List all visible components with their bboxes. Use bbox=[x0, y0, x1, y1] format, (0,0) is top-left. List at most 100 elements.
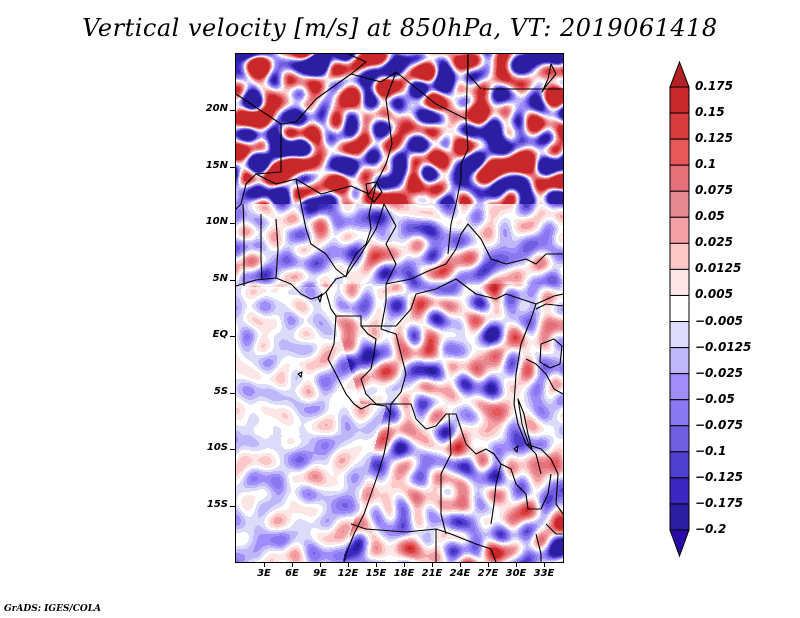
country-borders bbox=[236, 54, 563, 562]
x-tick-label: 24E bbox=[449, 568, 471, 579]
colorbar-over-arrow bbox=[669, 60, 690, 88]
x-tick bbox=[516, 562, 517, 567]
colorbar-swatch bbox=[669, 138, 690, 166]
border-line bbox=[260, 214, 263, 281]
y-tick bbox=[230, 393, 236, 394]
border-line bbox=[236, 124, 282, 210]
y-tick-label: 15S bbox=[206, 499, 228, 510]
border-line bbox=[380, 225, 397, 330]
x-tick bbox=[460, 562, 461, 567]
border-line bbox=[391, 403, 502, 465]
border-line bbox=[385, 223, 563, 285]
colorbar-swatch bbox=[669, 268, 690, 296]
y-tick bbox=[230, 223, 236, 224]
colorbar-level-label: 0.1 bbox=[695, 157, 717, 172]
border-line bbox=[525, 443, 563, 515]
x-tick bbox=[432, 562, 433, 567]
island-outline bbox=[297, 371, 303, 378]
colorbar-level-label: −0.005 bbox=[695, 313, 744, 328]
border-line bbox=[343, 403, 392, 562]
border-line bbox=[327, 315, 362, 410]
border-line bbox=[380, 328, 407, 393]
colorbar-swatch bbox=[669, 347, 690, 375]
lake-outline bbox=[539, 338, 563, 369]
x-tick bbox=[292, 562, 293, 567]
colorbar-swatch bbox=[669, 425, 690, 453]
island-outline bbox=[317, 293, 323, 303]
border-line bbox=[325, 203, 397, 293]
border-line bbox=[360, 325, 402, 405]
x-tick-label: 27E bbox=[477, 568, 499, 579]
x-tick-label: 18E bbox=[393, 568, 415, 579]
y-tick bbox=[230, 506, 236, 507]
colorbar-level-label: 0.005 bbox=[695, 287, 733, 302]
border-line bbox=[242, 203, 245, 286]
chart-title: Vertical velocity [m/s] at 850hPa, VT: 2… bbox=[82, 14, 718, 42]
colorbar-swatch bbox=[669, 451, 690, 479]
x-tick-label: 30E bbox=[505, 568, 527, 579]
colorbar-swatch bbox=[669, 164, 690, 192]
colorbar-level-label: −0.0125 bbox=[695, 339, 752, 354]
border-line bbox=[440, 413, 452, 535]
colorbar-level-label: 0.0125 bbox=[695, 261, 742, 276]
y-tick bbox=[230, 280, 236, 281]
colorbar-swatch bbox=[669, 503, 690, 531]
y-tick bbox=[230, 449, 236, 450]
colorbar bbox=[669, 60, 690, 558]
colorbar-swatch bbox=[669, 86, 690, 114]
grads-credit: GrADS: IGES/COLA bbox=[4, 604, 102, 614]
colorbar-swatch bbox=[669, 242, 690, 270]
border-line bbox=[345, 213, 372, 278]
colorbar-level-label: −0.2 bbox=[695, 522, 727, 536]
border-line bbox=[360, 403, 392, 415]
border-line bbox=[535, 303, 563, 310]
x-tick bbox=[376, 562, 377, 567]
colorbar-level-label: 0.15 bbox=[695, 105, 725, 120]
y-tick bbox=[230, 167, 236, 168]
x-tick-label: 6E bbox=[285, 568, 299, 579]
colorbar-level-label: 0.175 bbox=[695, 79, 733, 93]
plot-frame bbox=[235, 53, 564, 563]
border-line bbox=[447, 118, 469, 255]
colorbar-level-label: −0.125 bbox=[695, 469, 744, 484]
lake-outline bbox=[541, 63, 557, 93]
y-tick-label: 15N bbox=[205, 160, 228, 171]
border-line bbox=[295, 178, 347, 278]
colorbar-swatch bbox=[669, 477, 690, 505]
border-line bbox=[275, 218, 279, 279]
border-line bbox=[395, 278, 563, 327]
y-tick-label: 5N bbox=[212, 273, 228, 284]
y-tick-label: 20N bbox=[205, 103, 228, 114]
x-tick bbox=[320, 562, 321, 567]
x-tick-label: 3E bbox=[257, 568, 271, 579]
y-tick-label: 10S bbox=[206, 442, 228, 453]
colorbar-level-label: 0.075 bbox=[695, 183, 733, 198]
border-line bbox=[368, 71, 397, 215]
lake-outline bbox=[517, 398, 533, 450]
colorbar-level-label: −0.05 bbox=[695, 391, 735, 406]
border-line bbox=[325, 291, 396, 327]
colorbar-level-label: −0.025 bbox=[695, 365, 744, 380]
x-tick-label: 33E bbox=[533, 568, 555, 579]
x-tick bbox=[404, 562, 405, 567]
x-tick-label: 21E bbox=[421, 568, 443, 579]
colorbar-under-arrow bbox=[669, 529, 690, 558]
border-line bbox=[535, 533, 542, 562]
y-tick-label: 5S bbox=[213, 386, 228, 397]
lake-outline bbox=[365, 181, 383, 203]
border-line bbox=[490, 463, 502, 525]
island-outline bbox=[513, 445, 519, 453]
colorbar-level-label: 0.025 bbox=[695, 235, 733, 250]
y-tick bbox=[230, 110, 236, 111]
y-tick-label: 10N bbox=[205, 216, 228, 227]
x-tick bbox=[348, 562, 349, 567]
x-tick-label: 15E bbox=[365, 568, 387, 579]
x-tick bbox=[488, 562, 489, 567]
x-tick-label: 9E bbox=[313, 568, 327, 579]
border-line bbox=[545, 523, 563, 535]
x-tick bbox=[544, 562, 545, 567]
colorbar-level-label: 0.125 bbox=[695, 131, 733, 146]
colorbar-swatch bbox=[669, 216, 690, 244]
colorbar-level-label: 0.05 bbox=[695, 209, 725, 224]
border-line bbox=[350, 54, 469, 120]
